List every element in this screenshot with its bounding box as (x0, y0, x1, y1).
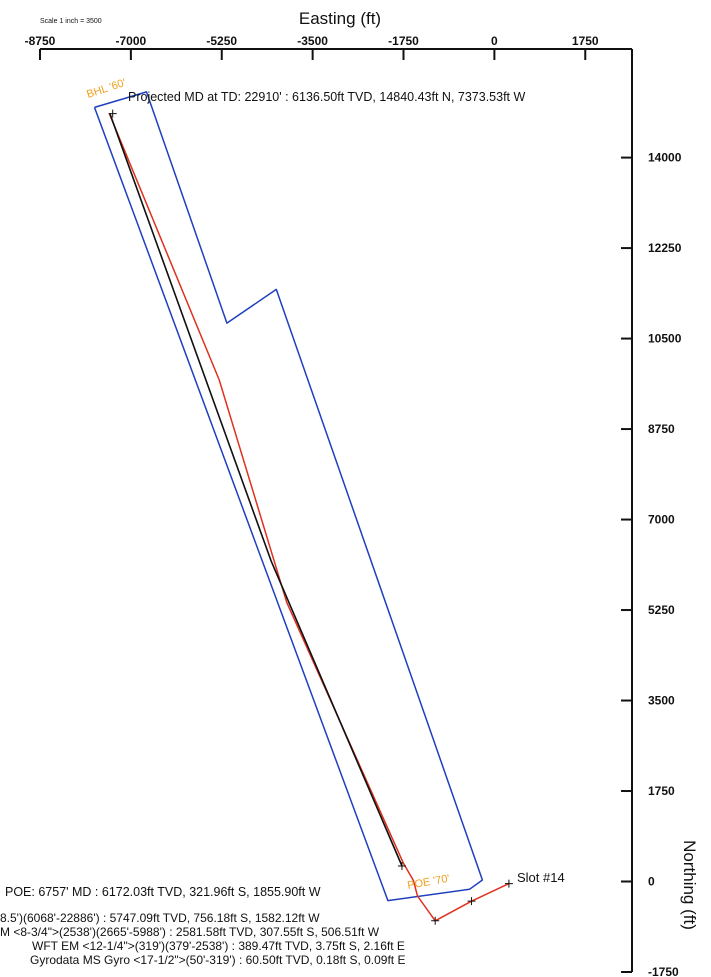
x-tick-label: -8750 (25, 34, 56, 48)
marker-layer (108, 109, 513, 925)
x-axis-ticks: -8750 -7000 -5250 -3500 -1750 0 1750 (25, 34, 599, 60)
y-tick-label: 12250 (648, 241, 682, 255)
y-tick-label: -1750 (648, 965, 679, 977)
plan-corridor-outline (93, 91, 484, 902)
scale-label: Scale 1 inch = 3500 (40, 18, 102, 25)
y-tick-label: 10500 (648, 332, 682, 346)
poe-info-annotation: POE: 6757' MD : 6172.03ft TVD, 321.96ft … (5, 885, 321, 899)
x-tick-label: 0 (491, 34, 498, 48)
y-tick-label: 1750 (648, 784, 675, 798)
x-tick-label: -1750 (388, 34, 419, 48)
slot-label: Slot #14 (517, 870, 565, 885)
x-tick-label: -5250 (206, 34, 237, 48)
x-tick-label: 1750 (572, 34, 599, 48)
projected-td-annotation: Projected MD at TD: 22910' : 6136.50ft T… (128, 90, 525, 104)
planned-wellpath-line (108, 112, 510, 922)
y-tick-label: 5250 (648, 603, 675, 617)
survey-point-marker (108, 109, 117, 118)
actual-wellpath-line (109, 113, 403, 867)
legend-line-3: WFT EM <12-1/4">(319')(379'-2538') : 389… (32, 939, 405, 953)
y-tick-label: 14000 (648, 151, 682, 165)
y-tick-label: 8750 (648, 422, 675, 436)
survey-point-marker (431, 916, 440, 925)
survey-point-marker (504, 879, 513, 888)
x-tick-label: -3500 (297, 34, 328, 48)
survey-point-marker (397, 861, 406, 870)
y-tick-label: 3500 (648, 694, 675, 708)
legend-line-4: Gyrodata MS Gyro <17-1/2">(50'-319') : 6… (30, 953, 405, 967)
y-tick-label: 0 (648, 875, 655, 889)
legend-line-1: 8.5')(6068'-22886') : 5747.09ft TVD, 756… (0, 911, 320, 925)
x-tick-label: -7000 (116, 34, 147, 48)
y-tick-label: 7000 (648, 513, 675, 527)
y-axis-ticks: 14000 12250 10500 8750 7000 5250 3500 1750 0 -175… (621, 151, 682, 977)
survey-point-marker (467, 897, 476, 906)
x-axis-title: Easting (ft) (299, 9, 381, 28)
y-axis-title: Northing (ft) (680, 840, 699, 930)
series-layer (93, 91, 510, 922)
legend-line-2: M <8-3/4">(2538')(2665'-5988') : 2581.58… (0, 925, 380, 939)
